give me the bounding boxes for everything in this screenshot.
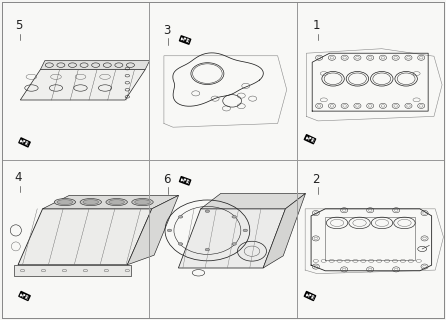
Text: 2: 2 xyxy=(312,172,320,186)
Ellipse shape xyxy=(54,198,76,205)
Text: ▶FR: ▶FR xyxy=(19,292,30,300)
Text: ▶FR: ▶FR xyxy=(305,292,315,300)
Text: ▶FR: ▶FR xyxy=(19,138,30,147)
Text: 3: 3 xyxy=(163,24,170,37)
Text: 5: 5 xyxy=(15,19,22,32)
Polygon shape xyxy=(263,193,306,268)
Text: 6: 6 xyxy=(163,172,170,186)
Ellipse shape xyxy=(232,216,236,218)
Polygon shape xyxy=(178,209,285,268)
Text: ▶FR: ▶FR xyxy=(305,135,315,144)
Ellipse shape xyxy=(243,229,248,232)
Ellipse shape xyxy=(205,248,210,251)
Ellipse shape xyxy=(106,198,128,205)
Polygon shape xyxy=(21,70,145,100)
Ellipse shape xyxy=(178,243,183,245)
Ellipse shape xyxy=(57,200,73,204)
Polygon shape xyxy=(201,193,306,209)
Polygon shape xyxy=(41,60,149,70)
Ellipse shape xyxy=(205,210,210,212)
Polygon shape xyxy=(15,265,131,276)
Ellipse shape xyxy=(167,229,172,232)
Polygon shape xyxy=(128,195,178,265)
Ellipse shape xyxy=(232,243,236,245)
Text: 1: 1 xyxy=(312,19,320,32)
Polygon shape xyxy=(43,195,178,209)
Ellipse shape xyxy=(132,198,153,205)
Text: ▶FR: ▶FR xyxy=(180,36,190,44)
Ellipse shape xyxy=(178,216,183,218)
Ellipse shape xyxy=(109,200,124,204)
Ellipse shape xyxy=(135,200,150,204)
Polygon shape xyxy=(18,209,152,265)
Ellipse shape xyxy=(80,198,102,205)
Ellipse shape xyxy=(83,200,99,204)
Text: ▶FR: ▶FR xyxy=(180,177,190,185)
Text: 4: 4 xyxy=(15,171,22,184)
